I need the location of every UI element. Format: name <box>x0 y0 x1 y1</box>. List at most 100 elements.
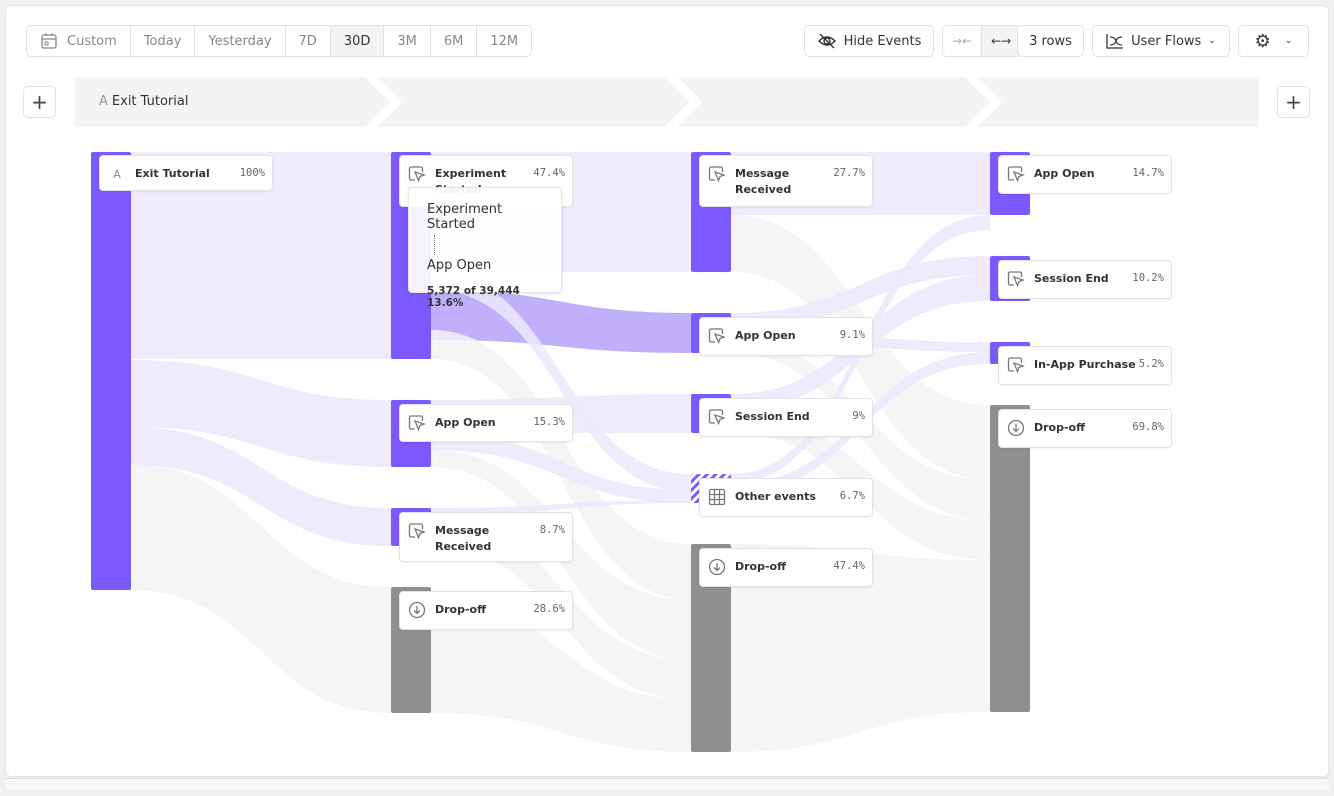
spacing-toggle: →← ←→ <box>942 25 1022 57</box>
cursor-click-icon <box>708 408 726 426</box>
bottom-bar <box>5 778 1329 790</box>
step-4[interactable] <box>977 77 1259 127</box>
step-header <box>75 77 1259 127</box>
node-name: App Open <box>435 416 496 429</box>
arrows-in-icon[interactable]: →← <box>943 26 983 56</box>
node-percent: 47.4% <box>533 167 565 179</box>
node-name: In-App Purchase <box>1034 358 1136 371</box>
calendar-icon <box>41 33 57 49</box>
node-card[interactable]: In-App Purchase 5.2% <box>998 346 1172 385</box>
chevron-down-icon: ⌄ <box>1284 36 1293 46</box>
flow-link[interactable] <box>131 360 391 467</box>
date-12m[interactable]: 12M <box>490 33 519 49</box>
arrow-down-circle-icon <box>708 558 726 576</box>
date-3m[interactable]: 3M <box>384 26 431 56</box>
node-bar[interactable] <box>91 152 131 590</box>
cursor-click-icon <box>708 327 726 345</box>
node-percent: 6.7% <box>839 490 865 502</box>
flow-link[interactable] <box>731 544 990 752</box>
node-name: Drop-off <box>435 603 487 616</box>
arrow-down-circle-icon <box>1007 419 1025 437</box>
flow-link[interactable] <box>131 465 391 713</box>
add-step-before-button[interactable]: + <box>23 86 56 118</box>
node-percent: 27.7% <box>833 167 865 179</box>
step-3[interactable] <box>677 77 990 127</box>
step-2[interactable] <box>377 77 690 127</box>
node-percent: 8.7% <box>539 524 565 536</box>
node-card[interactable]: App Open 9.1% <box>699 317 873 356</box>
letter-a-icon: A <box>113 167 121 181</box>
flow-link[interactable] <box>731 256 990 330</box>
node-name: Drop-off <box>1034 421 1086 434</box>
node-name: Session End <box>735 410 810 423</box>
node-card[interactable]: Drop-off 69.8% <box>998 409 1172 448</box>
node-card[interactable]: Drop-off 47.4% <box>699 548 873 587</box>
date-custom[interactable]: Custom <box>27 26 131 56</box>
node-card[interactable]: Other events 6.7% <box>699 478 873 517</box>
node-name: Other events <box>735 490 816 503</box>
node-card[interactable]: App Open 14.7% <box>998 155 1172 194</box>
cursor-click-icon <box>1007 356 1025 374</box>
view-selector[interactable]: User Flows ⌄ <box>1092 25 1230 57</box>
node-name: Session End <box>1034 272 1109 285</box>
node-card[interactable]: Session End 9% <box>699 398 873 437</box>
cursor-click-icon <box>1007 165 1025 183</box>
cursor-click-icon <box>708 165 726 183</box>
date-range-selector: Custom Today Yesterday 7D 30D 3M 6M 12M <box>26 25 533 57</box>
arrows-out-icon[interactable]: ←→ <box>982 26 1021 56</box>
cursor-click-icon <box>408 522 426 540</box>
date-30d[interactable]: 30D <box>330 26 385 56</box>
node-card[interactable]: Session End 10.2% <box>998 260 1172 299</box>
flow-link[interactable] <box>431 272 691 492</box>
flow-link[interactable] <box>431 500 691 515</box>
node-percent: 47.4% <box>833 560 865 572</box>
node-name: Message Received <box>435 524 492 553</box>
arrow-down-circle-icon <box>408 601 426 619</box>
node-percent: 100% <box>239 167 265 179</box>
node-card[interactable]: Drop-off 28.6% <box>399 591 573 630</box>
node-percent: 15.3% <box>533 416 565 428</box>
flow-link[interactable] <box>131 427 391 546</box>
flow-link[interactable] <box>431 433 691 503</box>
hide-events-button[interactable]: Hide Events <box>804 25 934 57</box>
step-1[interactable] <box>75 77 390 127</box>
chevron-down-icon: ⌄ <box>1208 36 1216 46</box>
grid-icon <box>708 488 726 506</box>
cursor-click-icon <box>408 165 426 183</box>
node-percent: 10.2% <box>1132 272 1164 284</box>
node-name: App Open <box>735 329 796 342</box>
date-6m[interactable]: 6M <box>431 26 478 56</box>
node-card[interactable]: Message Received 8.7% <box>399 512 573 562</box>
flow-link[interactable] <box>131 152 391 359</box>
node-percent: 5.2% <box>1138 358 1164 370</box>
node-percent: 9% <box>852 410 865 422</box>
cursor-click-icon <box>408 414 426 432</box>
step-1-label: A Exit Tutorial <box>99 94 189 109</box>
add-step-after-button[interactable]: + <box>1277 86 1310 118</box>
link-tooltip: Experiment Started App Open 5,372 of 39,… <box>408 187 562 309</box>
node-percent: 69.8% <box>1132 421 1164 433</box>
eye-off-icon <box>817 33 836 49</box>
settings-button[interactable]: ⚙ ⌄ <box>1238 25 1309 57</box>
gear-icon: ⚙ <box>1254 30 1271 52</box>
node-percent: 9.1% <box>839 329 865 341</box>
date-today[interactable]: Today <box>131 26 196 56</box>
node-name: Exit Tutorial <box>135 167 210 180</box>
date-7d[interactable]: 7D <box>286 26 331 56</box>
flow-link[interactable] <box>431 600 691 752</box>
date-yesterday[interactable]: Yesterday <box>195 26 286 56</box>
rows-button[interactable]: 3 rows <box>1017 25 1084 57</box>
node-name: Message Received <box>735 167 792 196</box>
node-percent: 28.6% <box>533 603 565 615</box>
node-bar[interactable] <box>691 544 731 752</box>
flows-chart-icon <box>1106 34 1124 49</box>
node-card[interactable]: A Exit Tutorial 100% <box>99 155 273 191</box>
node-name: Drop-off <box>735 560 787 573</box>
node-card[interactable]: App Open 15.3% <box>399 404 573 442</box>
node-percent: 14.7% <box>1132 167 1164 179</box>
cursor-click-icon <box>1007 270 1025 288</box>
node-card[interactable]: Message Received 27.7% <box>699 155 873 207</box>
node-name: App Open <box>1034 167 1095 180</box>
node-bar[interactable] <box>990 405 1030 712</box>
